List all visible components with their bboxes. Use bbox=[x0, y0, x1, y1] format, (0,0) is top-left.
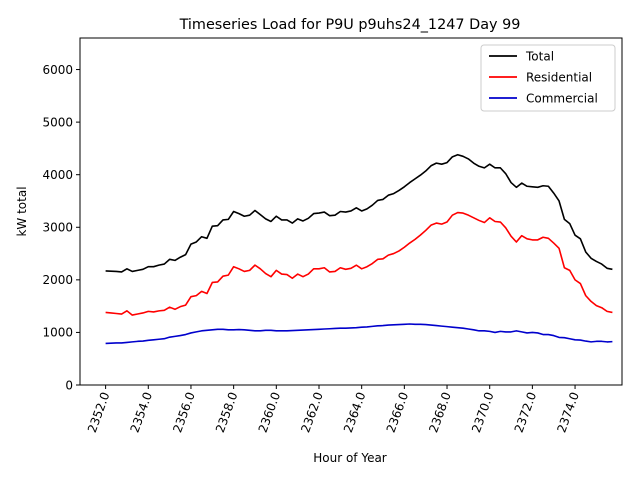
y-tick-label: 0 bbox=[65, 378, 73, 392]
chart-title: Timeseries Load for P9U p9uhs24_1247 Day… bbox=[179, 17, 521, 33]
plot-frame bbox=[79, 37, 623, 386]
y-tick-label: 5000 bbox=[42, 115, 73, 129]
series-layer bbox=[105, 153, 613, 345]
legend-box bbox=[480, 44, 616, 112]
series-line-commercial bbox=[105, 323, 613, 345]
legend: Total Residential Commercial bbox=[480, 44, 616, 112]
y-tick-label: 1000 bbox=[42, 326, 73, 340]
y-axis: 0 1000 2000 3000 4000 5000 6000 bbox=[42, 63, 80, 392]
legend-label-commercial: Commercial bbox=[526, 92, 598, 106]
y-axis-label: kW total bbox=[15, 186, 29, 236]
y-tick-label: 4000 bbox=[42, 168, 73, 182]
y-tick-label: 3000 bbox=[42, 221, 73, 235]
y-tick-label: 6000 bbox=[42, 63, 73, 77]
x-axis-label: Hour of Year bbox=[313, 451, 387, 465]
legend-label-residential: Residential bbox=[526, 71, 592, 85]
series-line-residential bbox=[105, 211, 613, 316]
y-tick-label: 2000 bbox=[42, 273, 73, 287]
series-line-total bbox=[105, 153, 613, 273]
legend-label-total: Total bbox=[525, 50, 554, 64]
